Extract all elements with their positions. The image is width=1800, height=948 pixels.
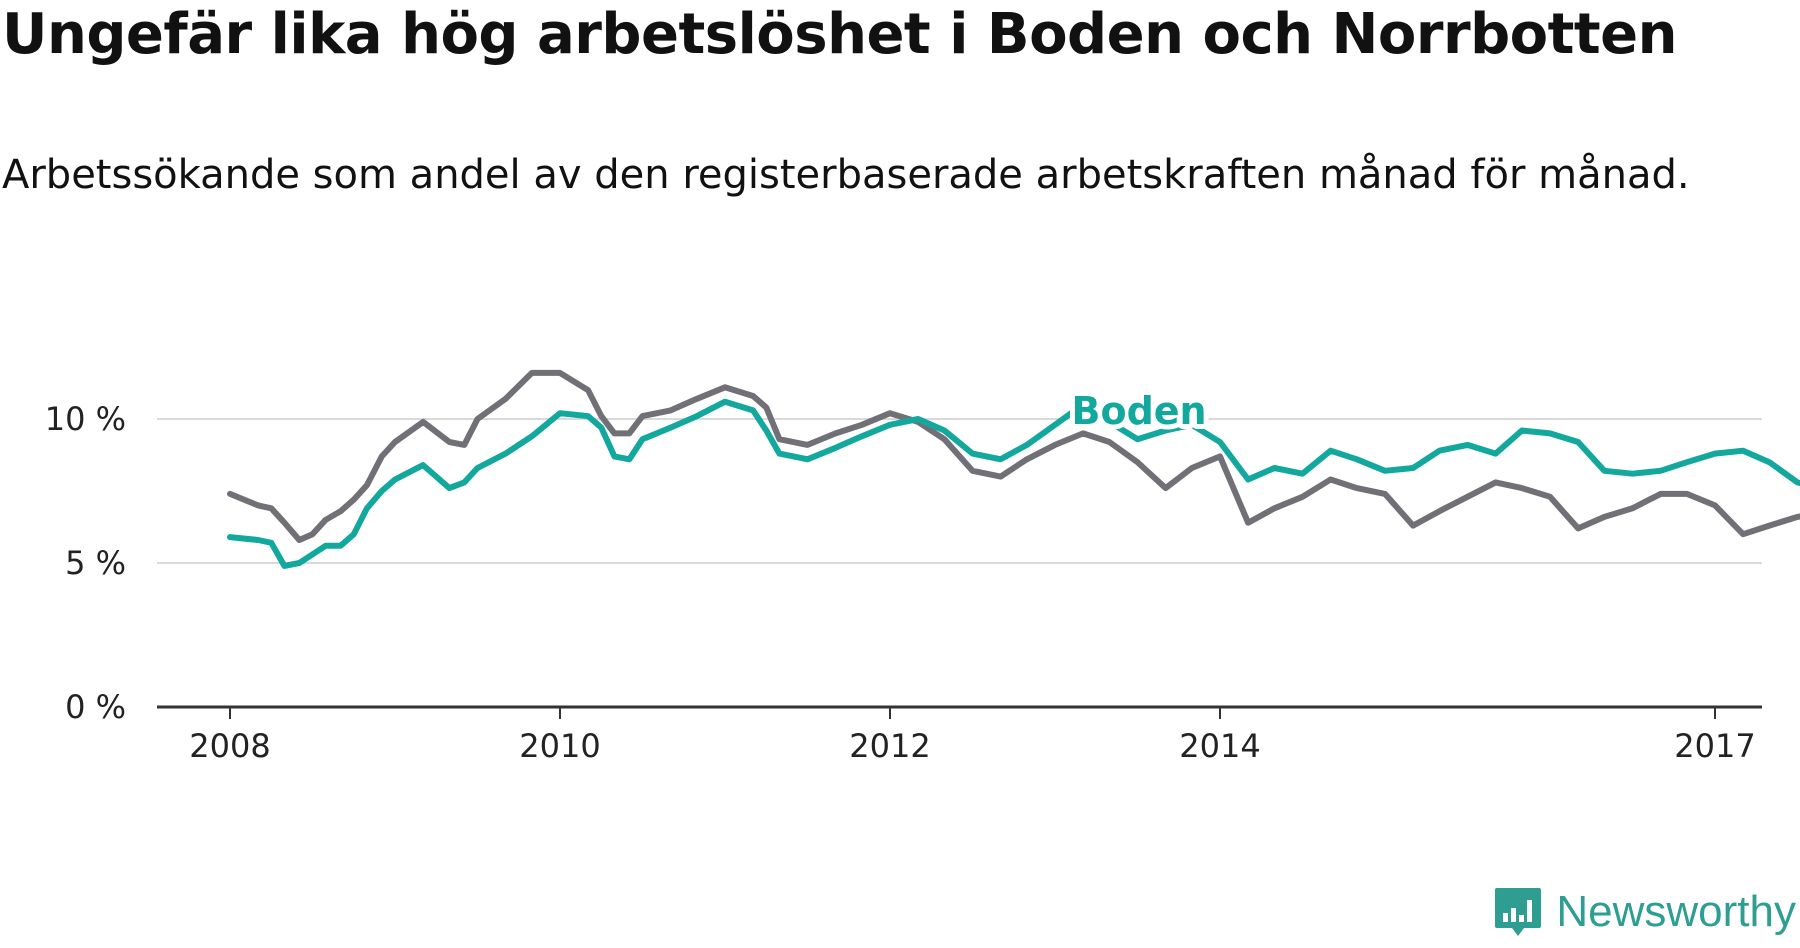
x-tick-label: 2014 [1179, 727, 1260, 765]
x-tick-label: 2012 [849, 727, 930, 765]
y-axis-ticks: 0 % 5 % 10 % [45, 400, 126, 726]
brand-logo: Newsworthy [1494, 886, 1796, 938]
brand-name: Newsworthy [1556, 887, 1796, 936]
x-tick-label: 2010 [519, 727, 600, 765]
y-tick-label: 10 % [45, 400, 126, 438]
x-axis-ticks: 200820102012201420172019202120232025 [189, 707, 1756, 765]
series-line-norrbotten [227, 369, 1800, 543]
x-tick-label: 2017 [1674, 727, 1755, 765]
chart-subtitle: Arbetssökande som andel av den registerb… [2, 152, 1690, 198]
series-labels: 3,9 %3,8 %BodenNorrbotten [1067, 384, 1212, 438]
gridlines [157, 418, 1762, 564]
series-line-boden [227, 398, 1800, 569]
y-tick-label: 0 % [65, 688, 126, 726]
y-tick-label: 5 % [65, 544, 126, 582]
x-tick-label: 2008 [189, 727, 270, 765]
series-label-boden: Boden [1072, 389, 1207, 433]
chart-bubble-icon [1495, 888, 1542, 936]
chart-title: Ungefär lika hög arbetslöshet i Boden oc… [2, 2, 1678, 67]
series-lines [227, 369, 1800, 569]
